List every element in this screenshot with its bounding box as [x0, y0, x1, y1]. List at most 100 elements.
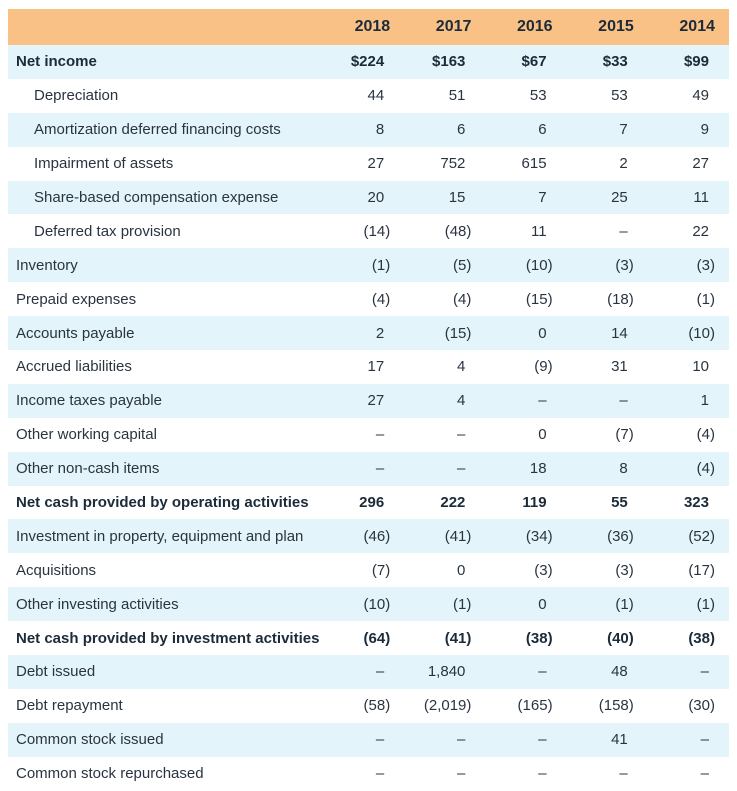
row-label: Net cash provided by investment activiti…: [16, 629, 320, 647]
row-label: Common stock issued: [16, 731, 164, 749]
cell-value: (1): [696, 290, 715, 308]
cell-value: (15): [525, 290, 553, 308]
cell-value: 44: [367, 87, 385, 105]
cell-value: 7: [619, 121, 628, 139]
cell-value: (10): [688, 324, 715, 342]
cell-value: 15: [448, 189, 466, 206]
cell-value: $67: [521, 53, 547, 71]
row-label: Debt repayment: [16, 697, 123, 715]
table-row: Other investing activities (10) (1) 0 (1) (1): [8, 587, 729, 622]
table-row: Debt repayment (58) (2,019) (165) (158) (30): [8, 688, 729, 723]
cell-value: –: [619, 222, 628, 240]
cell-value: 17: [367, 358, 385, 376]
cell-value: 323: [683, 494, 709, 512]
cash-flow-table-container: 2018 2017 2016 2015 2014 Net income $224 $…: [8, 9, 729, 791]
cell-value: –: [375, 731, 385, 749]
cell-value: –: [457, 426, 466, 444]
cell-value: 0: [538, 324, 547, 342]
cell-value: 51: [448, 87, 466, 105]
cell-value: (36): [607, 527, 634, 545]
cell-value: 2: [619, 155, 628, 173]
cell-value: –: [538, 663, 547, 681]
year-header: 2017: [435, 18, 472, 35]
table-row: Investment in property, equipment and pl…: [8, 519, 729, 554]
cell-value: 1,840: [427, 663, 466, 681]
cell-value: –: [375, 765, 385, 783]
cell-value: –: [538, 765, 547, 783]
row-label: Debt issued: [16, 663, 96, 681]
cell-value: (9): [534, 358, 553, 376]
cell-value: (48): [444, 222, 472, 240]
cell-value: 14: [611, 324, 628, 342]
cell-value: 6: [538, 121, 547, 139]
cell-value: 22: [692, 222, 709, 240]
row-label: Acquisitions: [16, 561, 97, 579]
cell-value: (3): [696, 256, 715, 274]
table-row: Net cash provided by operating activitie…: [8, 485, 729, 520]
cell-value: (46): [363, 527, 391, 545]
cell-value: 6: [457, 121, 466, 139]
cell-value: –: [375, 460, 385, 478]
cell-value: 296: [359, 494, 385, 512]
row-label: Accounts payable: [16, 324, 135, 342]
cell-value: $33: [602, 53, 628, 71]
cell-value: (38): [525, 629, 553, 647]
cell-value: 27: [692, 155, 709, 173]
cell-value: 20: [367, 189, 385, 206]
cell-value: (165): [517, 697, 553, 715]
table-row: Net cash provided by investment activiti…: [8, 621, 729, 656]
header-row: 2018 2017 2016 2015 2014: [8, 9, 729, 45]
table-row: Prepaid expenses (4) (4) (15) (18) (1): [8, 282, 729, 317]
cell-value: 1: [700, 392, 709, 410]
row-label: Other non-cash items: [16, 460, 160, 478]
cell-value: (158): [598, 697, 634, 715]
row-label: Accrued liabilities: [16, 358, 132, 376]
table-row: Amortization deferred financing costs 8 6 6…: [8, 112, 729, 147]
cell-value: (2,019): [423, 697, 472, 715]
cell-value: 55: [611, 494, 628, 512]
cell-value: 2: [375, 324, 385, 342]
cell-value: –: [700, 765, 709, 783]
cell-value: (38): [688, 629, 715, 647]
cell-value: $99: [683, 53, 709, 71]
table-row: Common stock issued – – – 41 –: [8, 722, 729, 757]
row-label: Other investing activities: [16, 595, 179, 613]
cell-value: 25: [611, 189, 628, 206]
row-label: Amortization deferred financing costs: [34, 121, 281, 139]
table-row: Acquisitions (7) 0 (3) (3) (17): [8, 553, 729, 588]
year-header: 2016: [516, 18, 553, 35]
cell-value: (10): [363, 595, 391, 613]
cell-value: 8: [375, 121, 385, 139]
row-label: Depreciation: [34, 87, 119, 105]
cell-value: –: [375, 426, 385, 444]
table-row: Other working capital – – 0 (7) (4): [8, 417, 729, 452]
cell-value: 31: [611, 358, 628, 376]
row-label: Net income: [16, 53, 97, 71]
row-label: Deferred tax provision: [34, 222, 181, 240]
header-corner: [8, 9, 323, 45]
cell-value: 27: [367, 392, 385, 410]
table-row: Accounts payable 2 (15) 0 14 (10): [8, 316, 729, 351]
cell-value: 222: [440, 494, 466, 512]
row-label: Inventory: [16, 256, 78, 274]
cell-value: $163: [432, 53, 466, 71]
table-row: Common stock repurchased – – – – –: [8, 756, 729, 791]
cell-value: (30): [688, 697, 715, 715]
cell-value: 49: [692, 87, 709, 105]
table-body: Net income $224 $163 $67 $33 $99 Depreciation 4…: [8, 45, 729, 791]
cell-value: 7: [538, 189, 547, 206]
row-label: Share-based compensation expense: [34, 189, 279, 206]
table-row: Impairment of assets 27 752 615 2 27: [8, 146, 729, 181]
table-row: Deferred tax provision (14) (48) 11 – 22: [8, 214, 729, 249]
cell-value: 0: [538, 595, 547, 613]
cell-value: –: [538, 731, 547, 749]
cell-value: (4): [371, 290, 391, 308]
cell-value: (40): [607, 629, 634, 647]
cell-value: (52): [688, 527, 715, 545]
cell-value: (3): [615, 256, 634, 274]
cell-value: (34): [525, 527, 553, 545]
row-label: Prepaid expenses: [16, 290, 137, 308]
cell-value: (17): [688, 561, 715, 579]
cell-value: (58): [363, 697, 391, 715]
cell-value: 41: [611, 731, 628, 749]
